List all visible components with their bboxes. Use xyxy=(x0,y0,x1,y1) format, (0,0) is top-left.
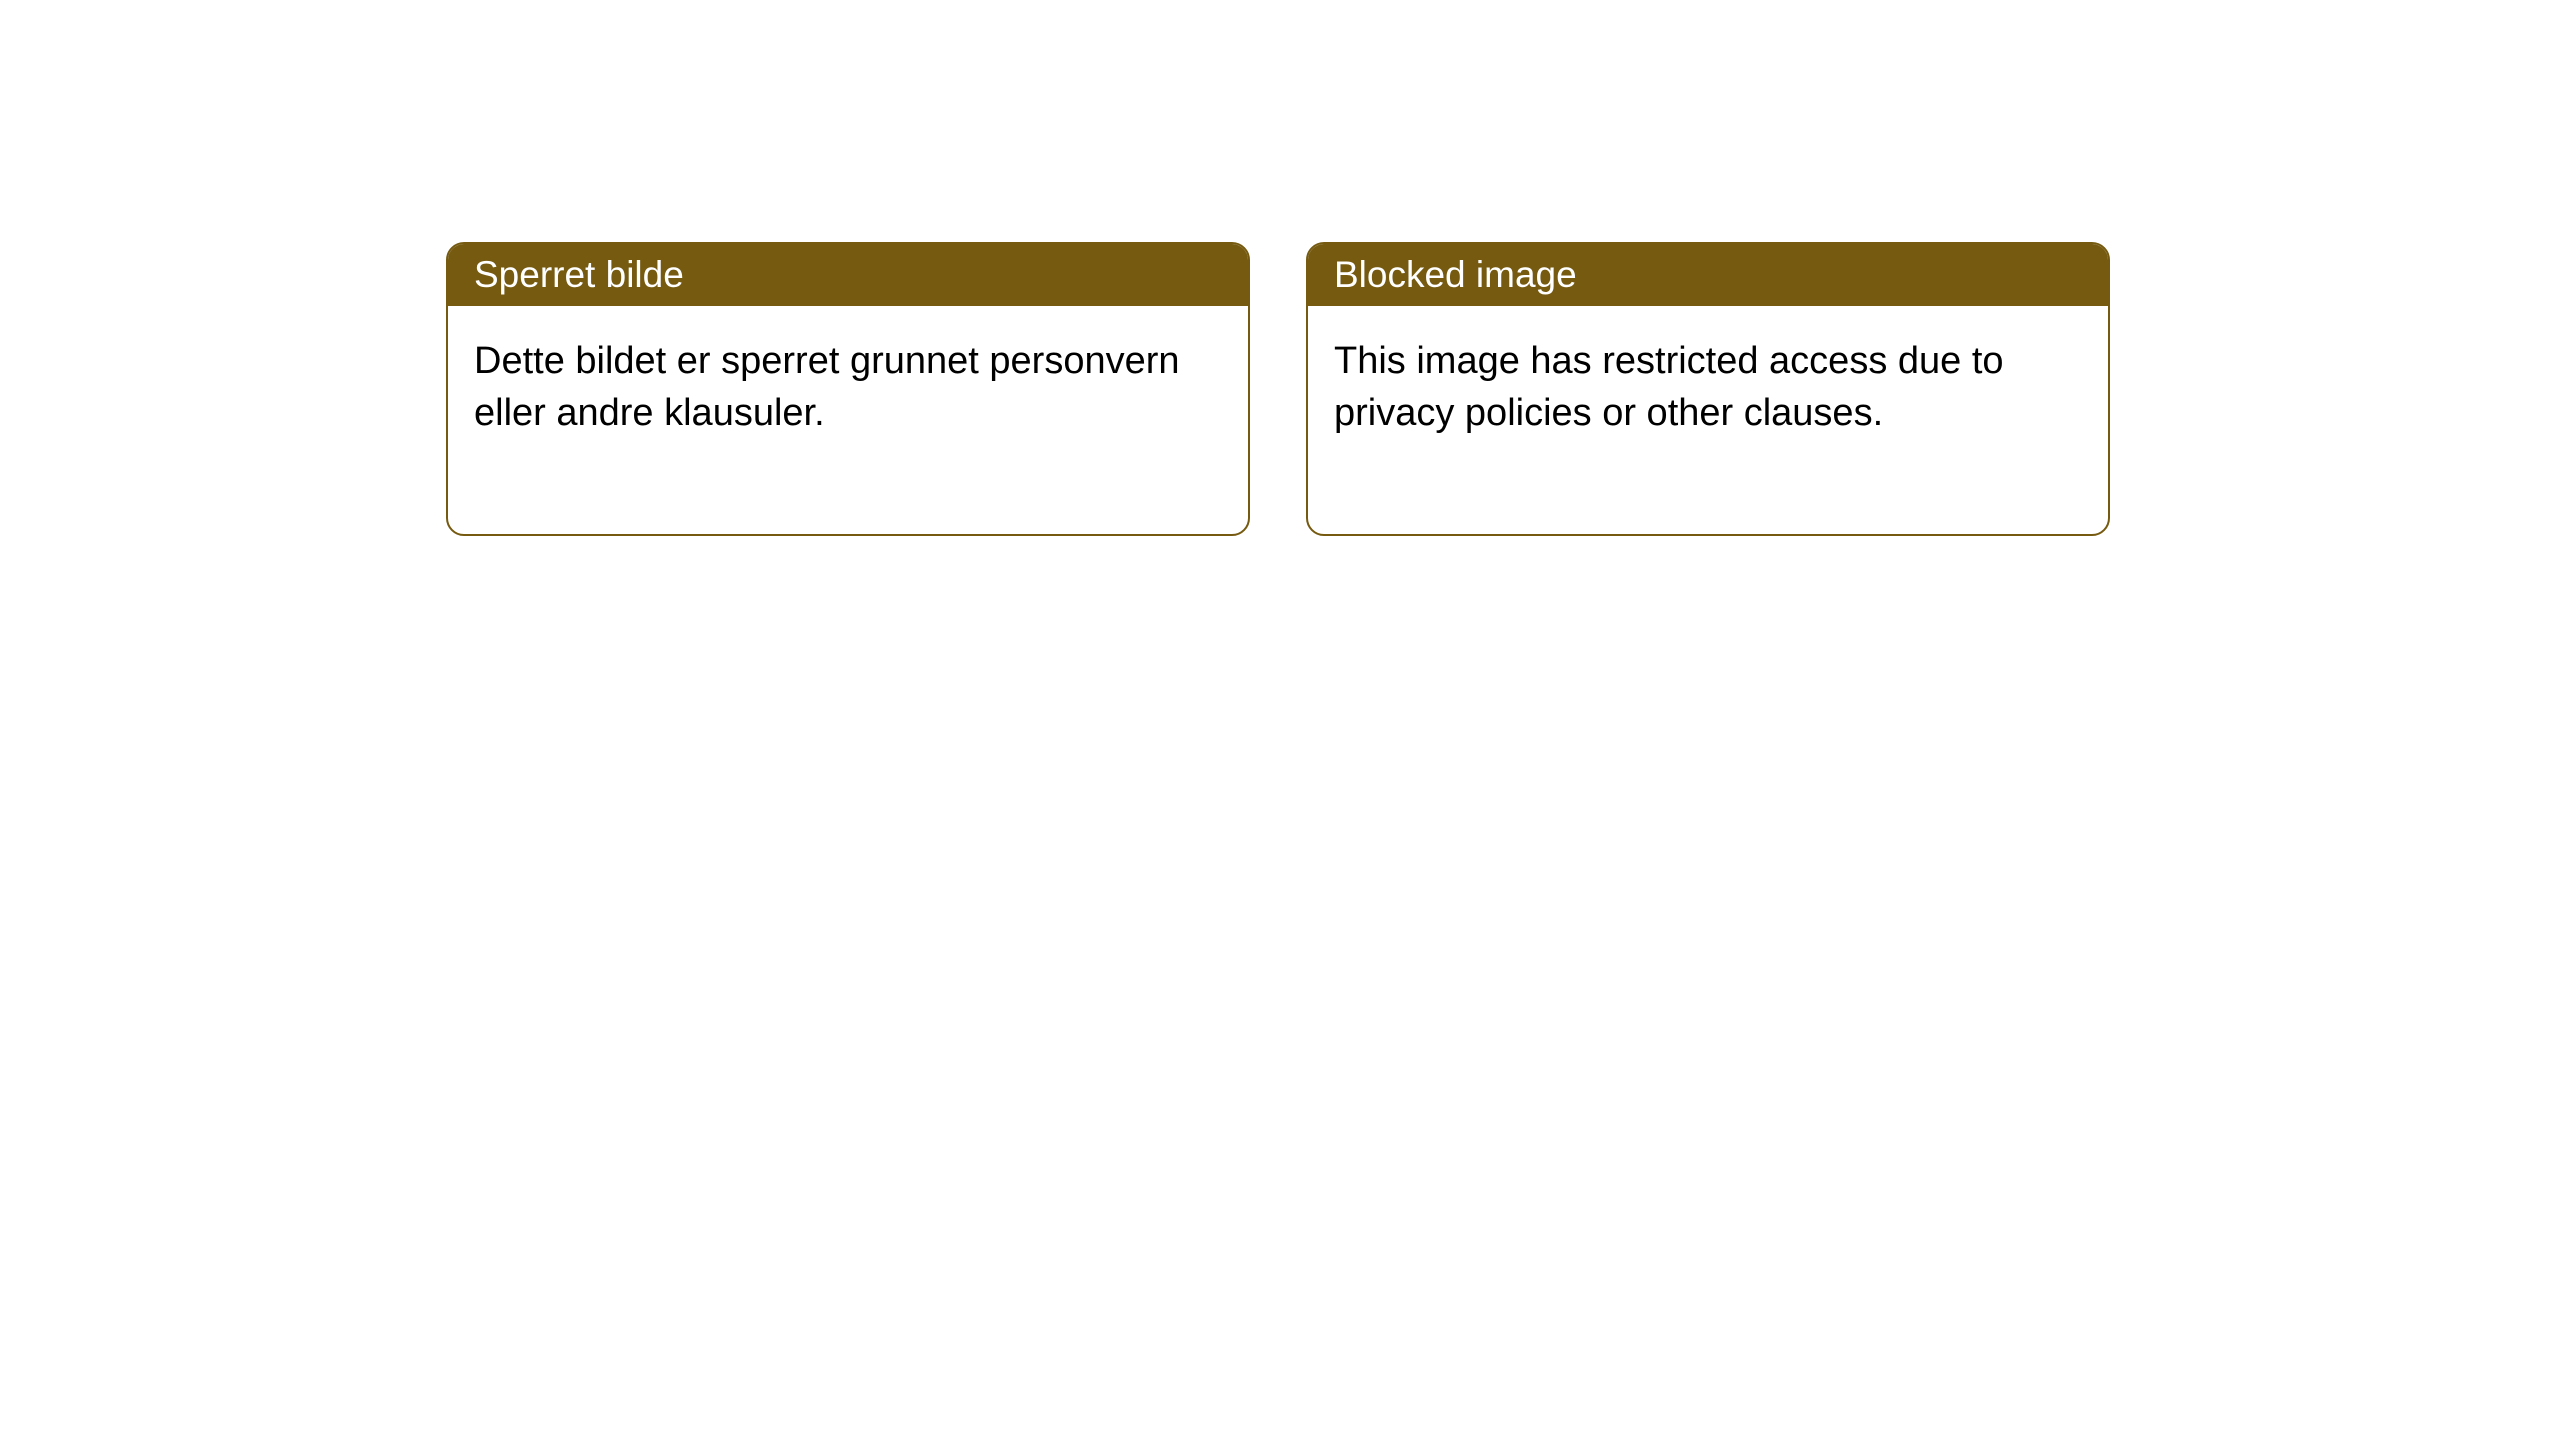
notice-body-norwegian: Dette bildet er sperret grunnet personve… xyxy=(448,306,1248,534)
notice-card-norwegian: Sperret bilde Dette bildet er sperret gr… xyxy=(446,242,1250,536)
notice-title-norwegian: Sperret bilde xyxy=(448,244,1248,306)
notice-body-english: This image has restricted access due to … xyxy=(1308,306,2108,534)
notice-title-english: Blocked image xyxy=(1308,244,2108,306)
notice-card-english: Blocked image This image has restricted … xyxy=(1306,242,2110,536)
notice-container: Sperret bilde Dette bildet er sperret gr… xyxy=(0,0,2560,536)
